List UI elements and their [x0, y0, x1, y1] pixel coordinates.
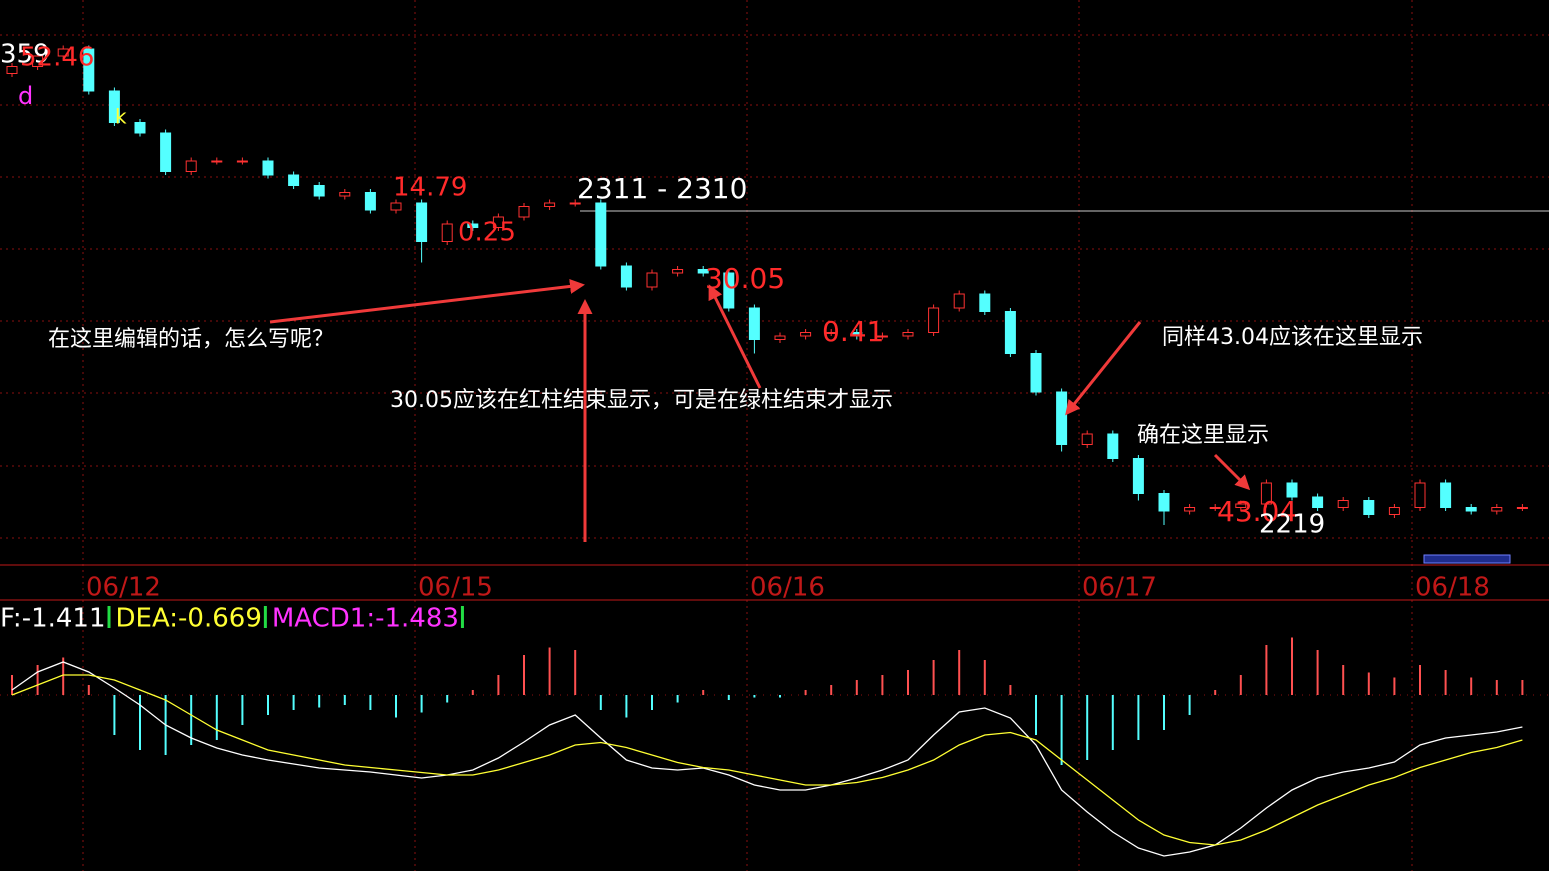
legend-marker [107, 606, 111, 628]
candle-body [928, 307, 940, 333]
candle-body [1491, 507, 1503, 512]
scroll-bar [1423, 554, 1511, 564]
candle-body [1465, 507, 1477, 512]
candles [6, 45, 1528, 525]
annotation: 在这里编辑的话，怎么写呢？ [48, 327, 334, 352]
x-tick-label: 06/15 [418, 573, 493, 603]
annotation: d [18, 82, 33, 110]
candle-body [288, 174, 300, 186]
candle-body [160, 132, 172, 172]
candle-body [1516, 507, 1528, 509]
annotation: 30.05应该在红柱结束显示，可是在绿柱结束才显示 [390, 388, 893, 413]
candle-body [1388, 507, 1400, 515]
candle-body [953, 293, 965, 309]
candle-body [1440, 482, 1452, 508]
candle-body [1184, 507, 1196, 512]
candle-body [236, 160, 248, 163]
legend-entry: F:-1.411 [0, 604, 106, 634]
candle-body [620, 265, 632, 288]
candle-body [313, 185, 325, 197]
candle-body [1030, 353, 1042, 393]
annotation: 43.04 [1217, 495, 1297, 528]
candle-body [595, 202, 607, 267]
candle-body [492, 216, 504, 228]
candle-body [1260, 482, 1272, 505]
candle-body [876, 335, 888, 338]
candle-body [57, 48, 69, 57]
candle-body [1286, 482, 1298, 498]
candle-body [1337, 500, 1349, 508]
annotation: 359 [0, 40, 50, 70]
candle-body [1235, 503, 1247, 508]
candle-body [441, 223, 453, 242]
candle-body [134, 122, 146, 134]
candle-body [1081, 433, 1093, 445]
legend-entry: DEA:-0.669 [116, 604, 262, 634]
candle-body [390, 202, 402, 211]
macd-line [11, 661, 1523, 857]
candle-body [518, 206, 530, 218]
candle-body [108, 90, 120, 123]
legend-marker [460, 606, 464, 628]
candle-body [1107, 433, 1119, 459]
candle-body [979, 293, 991, 312]
annotation: 2219 [1259, 510, 1325, 540]
x-tick-label: 06/12 [86, 573, 161, 603]
annotation: 同样43.04应该在这里显示 [1162, 325, 1423, 350]
x-tick-label: 06/16 [750, 573, 825, 603]
candle-body [1312, 496, 1324, 508]
candle-body [364, 192, 376, 211]
candle-body [800, 332, 812, 337]
candle-body [825, 332, 837, 334]
annotation: 0.41 [822, 315, 884, 348]
arrows [269, 278, 1251, 542]
annotation: 14.79 [393, 173, 467, 203]
candle-body [774, 335, 786, 340]
annotation: 0.25 [458, 218, 516, 248]
annotation: k [115, 105, 127, 129]
annotation: 2311 - 2310 [577, 172, 747, 205]
legend-marker [263, 606, 267, 628]
candle-body [544, 202, 556, 207]
candle-body [416, 202, 428, 242]
candle-body [32, 55, 44, 67]
candle-body [211, 160, 223, 163]
macd-panel: F:-1.411 DEA:-0.669 MACD1:-1.483 [0, 604, 1524, 857]
candle-body [1414, 482, 1426, 508]
candle-body [1158, 493, 1170, 512]
candle-body [6, 66, 18, 74]
candle-body [723, 272, 735, 309]
candle-body [1132, 458, 1144, 494]
candle-body [83, 48, 95, 92]
annotation: 确在这里显示 [1137, 423, 1269, 448]
candle-body [697, 269, 709, 274]
candle-body [1056, 391, 1068, 445]
candle-body [262, 160, 274, 176]
candle-body [672, 269, 684, 274]
candle-body [646, 272, 658, 288]
legend-entry: MACD1:-1.483 [272, 604, 459, 634]
macd-line [11, 674, 1523, 846]
candle-body [185, 160, 197, 172]
annotation: 30.05 [705, 262, 785, 295]
candle-body [467, 223, 479, 228]
candle-body [851, 332, 863, 337]
candle-body [748, 307, 760, 340]
candle-body [1004, 311, 1016, 354]
x-tick-label: 06/17 [1082, 573, 1157, 603]
candle-body [1363, 500, 1375, 515]
candle-body [569, 202, 581, 205]
candle-body [902, 332, 914, 337]
annotation: 52.46 [20, 43, 94, 73]
candle-body [1209, 507, 1221, 509]
candle-body [339, 192, 351, 197]
x-tick-label: 06/18 [1415, 573, 1490, 603]
